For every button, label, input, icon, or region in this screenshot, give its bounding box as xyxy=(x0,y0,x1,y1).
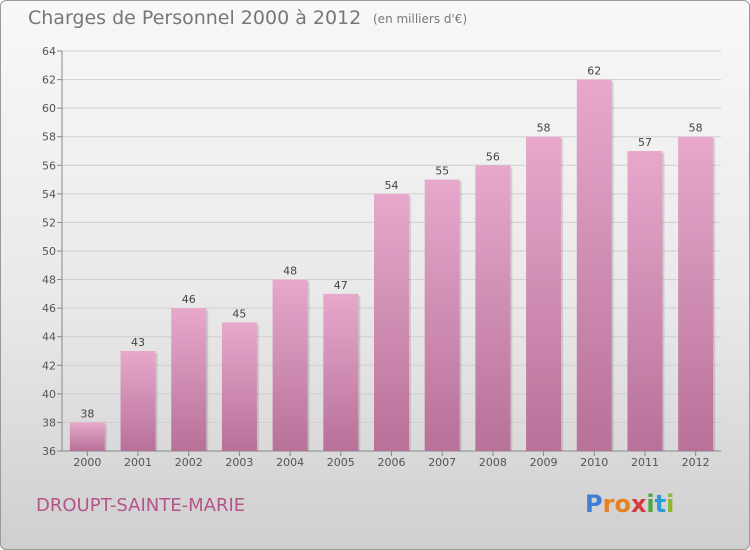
bar xyxy=(627,151,663,451)
y-tick-label: 62 xyxy=(42,74,56,87)
bar xyxy=(576,79,612,452)
bar-value-label: 43 xyxy=(131,336,145,349)
bar-value-label: 57 xyxy=(638,136,652,149)
y-tick-label: 44 xyxy=(42,331,56,344)
bar-value-label: 48 xyxy=(283,265,297,278)
x-tick-label: 2010 xyxy=(580,456,608,469)
bar xyxy=(221,322,257,451)
logo-letter: P xyxy=(585,490,603,518)
y-tick-label: 48 xyxy=(42,274,56,287)
bar xyxy=(374,193,409,451)
bar-value-label: 46 xyxy=(182,293,196,306)
bars xyxy=(69,79,716,452)
y-tick-label: 52 xyxy=(42,216,56,229)
logo-letter: x xyxy=(630,490,647,518)
y-tick-label: 42 xyxy=(42,359,56,372)
y-tick-label: 50 xyxy=(42,245,56,258)
bar xyxy=(678,136,714,451)
x-tick-label: 2005 xyxy=(327,456,355,469)
bar xyxy=(69,422,105,451)
logo-letter: o xyxy=(614,490,631,518)
x-tick-label: 2012 xyxy=(682,456,710,469)
bar-value-label: 56 xyxy=(486,150,500,163)
logo-letter: t xyxy=(654,490,667,518)
x-tick-label: 2001 xyxy=(124,456,152,469)
y-tick-label: 38 xyxy=(42,416,56,429)
x-tick-label: 2009 xyxy=(530,456,558,469)
city-name: DROUPT-SAINTE-MARIE xyxy=(36,495,246,516)
bar xyxy=(424,179,460,452)
bar-value-label: 55 xyxy=(435,165,449,178)
x-tick-label: 2007 xyxy=(428,456,456,469)
bar xyxy=(171,308,207,451)
y-tick-label: 40 xyxy=(42,388,56,401)
x-tick-labels: 2000 2001 2002 2003 2004 2005 2006 2007 2008 2009… xyxy=(73,456,709,469)
bar-value-label: 62 xyxy=(587,65,601,78)
value-labels: 38 43 46 45 48 47 54 55 56 58 62 57 58 xyxy=(80,65,702,421)
x-tick-label: 2003 xyxy=(225,456,253,469)
logo-letter: i xyxy=(666,490,675,518)
x-tick-label: 2002 xyxy=(175,456,203,469)
bar xyxy=(272,279,308,451)
x-tick-label: 2008 xyxy=(479,456,507,469)
bar-value-label: 38 xyxy=(80,407,94,420)
x-tick-label: 2000 xyxy=(73,456,101,469)
bar xyxy=(323,293,359,451)
bar xyxy=(526,136,562,451)
y-tick-labels: 36 38 40 42 44 46 48 50 52 54 56 58 60 62 64 xyxy=(42,45,56,458)
logo-letter: i xyxy=(646,490,655,518)
bar-value-label: 58 xyxy=(537,122,551,135)
bar-value-label: 58 xyxy=(689,122,703,135)
chart-subtitle: (en milliers d'€) xyxy=(373,12,468,26)
y-tick-label: 58 xyxy=(42,131,56,144)
proxiti-logo: Proxiti xyxy=(585,490,674,518)
x-tick-label: 2006 xyxy=(378,456,406,469)
y-tick-label: 56 xyxy=(42,159,56,172)
y-tick-label: 46 xyxy=(42,302,56,315)
y-tick-label: 54 xyxy=(42,188,56,201)
y-tick-label: 60 xyxy=(42,102,56,115)
bar-value-label: 54 xyxy=(385,179,399,192)
y-tick-label: 64 xyxy=(42,45,56,58)
logo-letter: r xyxy=(602,490,615,518)
bar xyxy=(120,351,156,451)
x-tick-label: 2011 xyxy=(631,456,659,469)
x-tick-label: 2004 xyxy=(276,456,304,469)
bar xyxy=(475,165,511,452)
bar-value-label: 47 xyxy=(334,279,348,292)
bar-value-label: 45 xyxy=(232,307,246,320)
y-tick-label: 36 xyxy=(42,445,56,458)
chart-title: Charges de Personnel 2000 à 2012 xyxy=(28,7,362,29)
